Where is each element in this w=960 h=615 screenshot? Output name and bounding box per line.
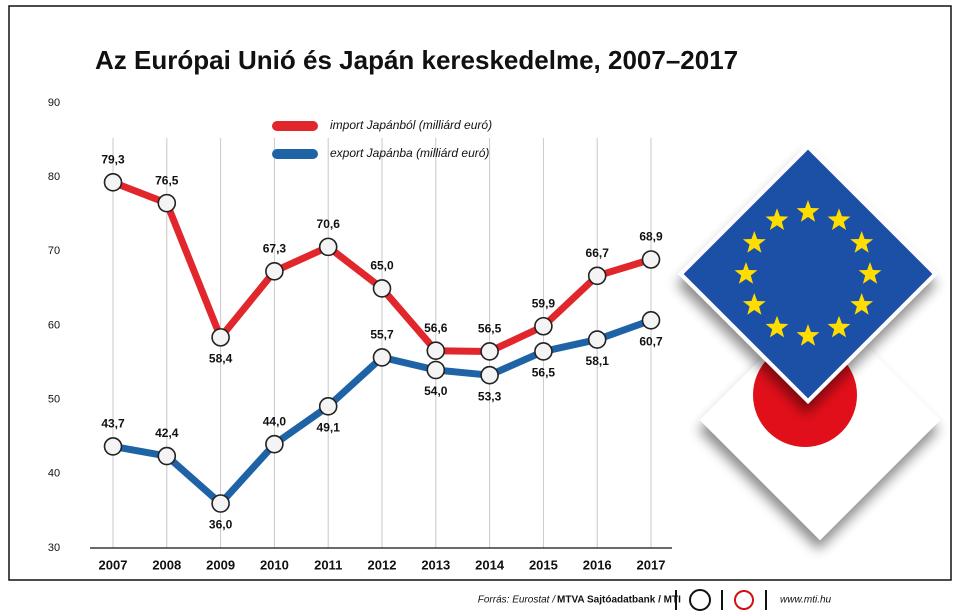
logos — [675, 589, 767, 611]
flags-illustration — [677, 143, 941, 541]
eu-star — [765, 315, 789, 338]
point — [534, 342, 553, 361]
value-label: 49,1 — [317, 421, 341, 435]
value-label: 56,6 — [424, 321, 448, 335]
eu-star — [850, 231, 874, 253]
legend-label: import Japánból (milliárd euró) — [330, 118, 492, 132]
point — [103, 173, 123, 192]
x-tick-label: 2008 — [152, 557, 181, 572]
eu-star — [858, 262, 882, 284]
value-label: 58,1 — [586, 354, 610, 368]
x-tick-label: 2014 — [475, 557, 505, 572]
legend-swatch — [272, 121, 318, 131]
legend-swatch — [272, 149, 318, 159]
y-tick-label: 90 — [48, 97, 60, 109]
value-label: 67,3 — [263, 242, 287, 256]
eu-star — [796, 324, 820, 346]
eu-flag — [677, 143, 939, 405]
value-label: 56,5 — [532, 366, 556, 380]
source-bold: MTVA Sajtóadatbank / MTI — [557, 595, 681, 606]
value-label: 43,7 — [101, 417, 125, 431]
point — [157, 446, 177, 466]
value-label: 58,4 — [209, 352, 233, 366]
value-label: 65,0 — [370, 259, 394, 273]
point — [211, 328, 230, 347]
value-label: 53,3 — [478, 389, 502, 403]
point — [103, 437, 123, 456]
x-tick-label: 2017 — [637, 557, 666, 572]
point — [426, 360, 446, 380]
value-label: 60,7 — [639, 334, 663, 348]
value-label: 56,5 — [478, 322, 502, 336]
value-label: 36,0 — [209, 518, 233, 532]
y-tick-label: 40 — [48, 468, 60, 480]
y-tick-label: 70 — [48, 245, 60, 257]
value-label: 66,7 — [586, 246, 610, 260]
point — [534, 316, 553, 336]
eu-star — [796, 200, 820, 222]
point — [318, 397, 338, 416]
point — [211, 494, 230, 513]
x-tick-label: 2013 — [421, 557, 450, 572]
x-tick-label: 2015 — [529, 557, 558, 572]
value-label: 42,4 — [155, 426, 179, 440]
point — [372, 279, 392, 298]
point — [318, 237, 338, 257]
x-tick-label: 2007 — [99, 557, 128, 572]
source: Forrás: Eurostat / — [478, 595, 556, 606]
point — [587, 266, 607, 286]
eu-star — [827, 315, 851, 338]
website: www.mti.hu — [780, 595, 832, 606]
point — [641, 250, 661, 269]
legend-label: export Japánba (milliárd euró) — [330, 146, 489, 160]
eu-star — [742, 293, 766, 315]
y-tick-label: 60 — [48, 319, 60, 331]
eu-star — [742, 231, 766, 253]
x-tick-label: 2010 — [260, 557, 289, 572]
eu-star — [765, 208, 789, 230]
x-tick-label: 2009 — [206, 557, 235, 572]
point — [265, 262, 284, 281]
plot: 30 40 50 60 70 80 90 2007 2008 2009 2010 2011 2012 20… — [48, 97, 672, 572]
value-label: 59,9 — [532, 296, 556, 310]
x-tick-label: 2011 — [314, 557, 342, 572]
y-tick-label: 80 — [48, 171, 60, 183]
value-label: 79,3 — [101, 153, 125, 167]
value-label: 76,5 — [155, 173, 179, 187]
x-tick-label: 2012 — [368, 557, 397, 572]
value-label: 68,9 — [639, 230, 663, 244]
point — [480, 365, 499, 385]
point — [372, 348, 392, 367]
x-tick-label: 2016 — [583, 557, 612, 572]
point — [265, 434, 284, 454]
mti-logo — [734, 590, 754, 610]
chart-title: Az Európai Unió és Japán kereskedelme, 2… — [95, 45, 738, 75]
eu-star — [827, 208, 851, 230]
y-tick-label: 30 — [48, 542, 60, 554]
point — [426, 341, 446, 361]
point — [641, 311, 661, 330]
value-label: 70,6 — [317, 217, 341, 231]
y-tick-label: 50 — [48, 394, 60, 406]
point — [480, 342, 499, 361]
value-label: 44,0 — [263, 414, 287, 428]
point — [157, 193, 177, 213]
value-label: 54,0 — [424, 384, 448, 398]
eu-star — [734, 262, 758, 284]
mtva-logo — [689, 589, 711, 611]
eu-star — [850, 293, 874, 315]
point — [587, 330, 607, 349]
value-label: 55,7 — [370, 328, 394, 342]
